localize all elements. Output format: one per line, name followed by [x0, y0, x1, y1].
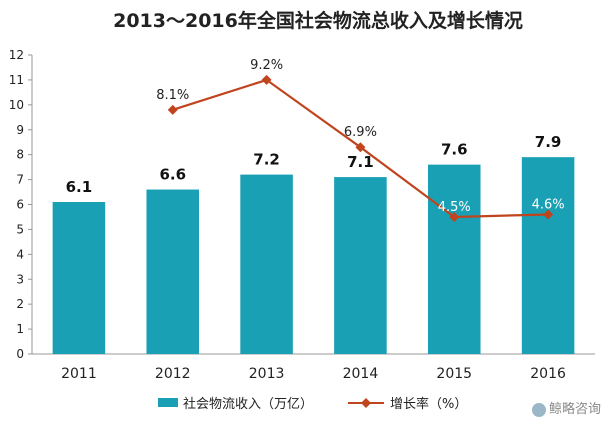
watermark: 鲸略咨询 [531, 398, 601, 417]
bar-series: 6.1 6.6 7.2 7.1 7.6 7.9 [52, 133, 575, 354]
y-tick-label: 6 [16, 198, 24, 212]
legend-marker-line [361, 398, 371, 408]
line-data-label: 8.1% [156, 88, 189, 103]
y-tick-label: 0 [16, 347, 24, 361]
x-tick-label: 2011 [61, 366, 97, 382]
bar-data-label: 7.1 [347, 153, 374, 171]
y-tick-label: 2 [16, 297, 24, 311]
line-point [543, 209, 554, 220]
y-tick-label: 11 [9, 73, 24, 87]
line-data-label: 6.9% [344, 125, 377, 140]
line-point [449, 211, 460, 222]
x-tick-label: 2014 [343, 366, 379, 382]
x-tick-label: 2016 [530, 366, 566, 382]
line-point [167, 104, 178, 115]
watermark-logo-icon [531, 402, 546, 417]
bar-data-label: 7.6 [441, 141, 468, 159]
x-tick-label: 2015 [436, 366, 472, 382]
x-tick-label: 2013 [249, 366, 285, 382]
line-point [355, 142, 366, 153]
y-tick-label: 7 [16, 173, 24, 187]
y-tick-label: 8 [16, 148, 24, 162]
legend: 社会物流收入（万亿） 增长率（%） [158, 396, 467, 412]
y-tick-label: 4 [16, 247, 24, 261]
line-series: 8.1% 9.2% 6.9% 4.5% 4.6% [156, 58, 565, 222]
bar [52, 202, 106, 354]
watermark-text: 鲸略咨询 [548, 402, 601, 417]
legend-label-line: 增长率（%） [390, 396, 467, 412]
line-data-label: 4.5% [438, 200, 471, 215]
line-data-label: 4.6% [532, 197, 565, 212]
bar-data-label: 7.9 [535, 133, 562, 151]
bar [146, 189, 200, 354]
bar [240, 174, 293, 354]
y-tick-label: 12 [9, 48, 24, 62]
y-tick-label: 9 [16, 123, 24, 137]
bar-data-label: 6.1 [66, 178, 93, 196]
bar [521, 157, 575, 354]
bar-data-label: 6.6 [159, 166, 186, 184]
legend-label-bar: 社会物流收入（万亿） [183, 396, 313, 412]
chart-title: 2013～2016年全国社会物流总收入及增长情况 [113, 9, 523, 32]
y-tick-label: 3 [16, 272, 24, 286]
line-data-label: 9.2% [250, 58, 283, 73]
x-tick-label: 2012 [155, 366, 191, 382]
legend-swatch-bar [158, 398, 178, 407]
bar [427, 164, 481, 354]
bar-data-label: 7.2 [253, 151, 280, 169]
bar [334, 177, 387, 354]
y-tick-label: 1 [16, 322, 24, 336]
y-tick-label: 10 [9, 98, 24, 112]
y-tick-label: 5 [16, 222, 24, 236]
line-point [261, 74, 272, 85]
